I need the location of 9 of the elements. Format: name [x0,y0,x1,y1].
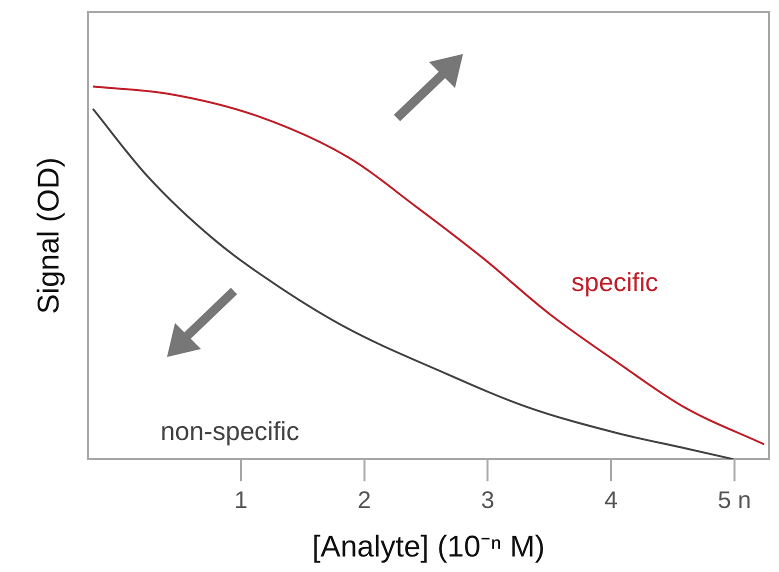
x-tick-label: 4 [604,487,618,514]
x-tick-label: 1 [234,487,248,514]
x-tick-label: 3 [481,487,494,514]
x-tick-label: 2 [358,487,372,514]
series-label: specific [571,267,658,298]
y-axis-title: Signal (OD) [32,157,66,314]
text: non-specific [160,416,300,446]
x-axis-title: [Analyte] (10⁻ⁿ M) [312,530,545,564]
x-tick-label: 5 n [718,487,752,514]
